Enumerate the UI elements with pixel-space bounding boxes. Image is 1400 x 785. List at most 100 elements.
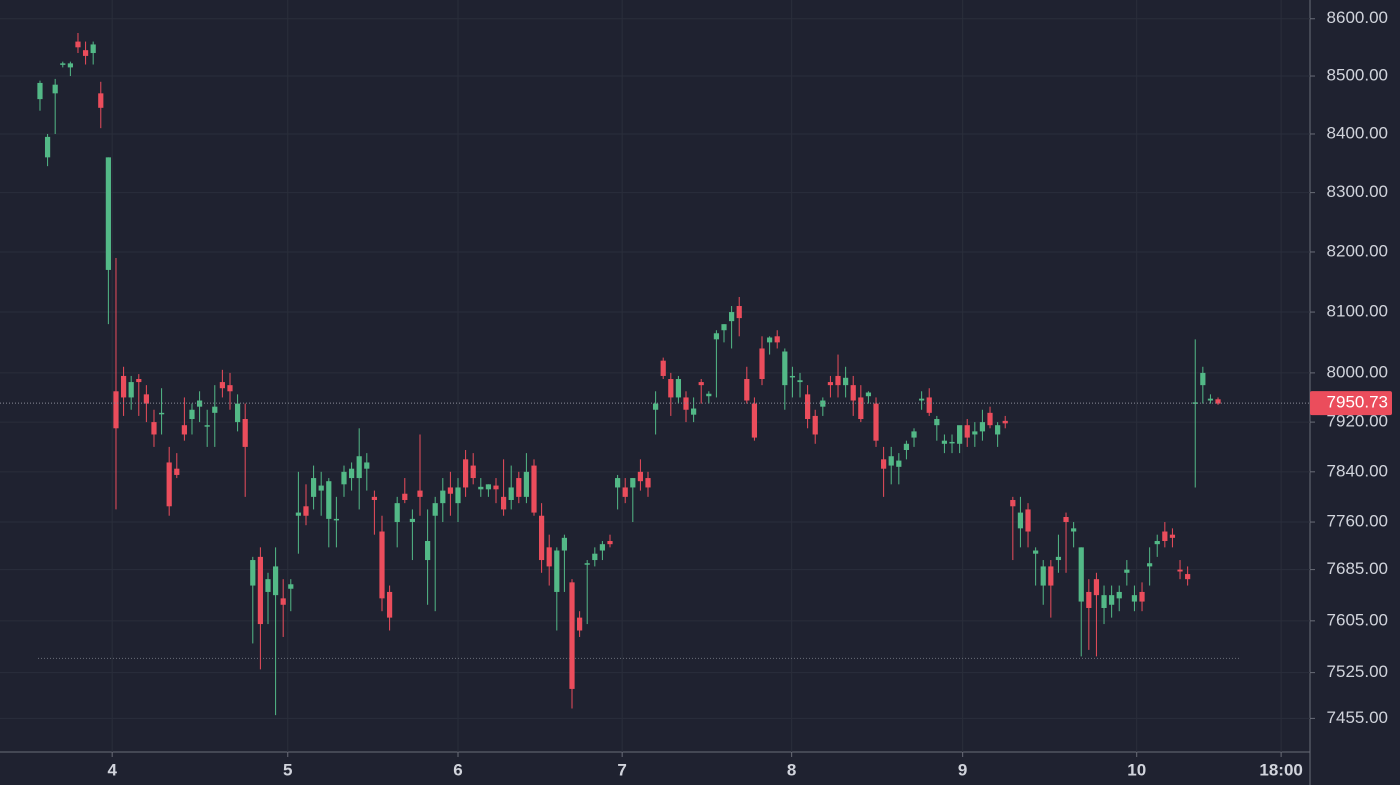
candle-body — [850, 385, 856, 401]
candle-body — [759, 348, 765, 380]
candle-body — [166, 462, 172, 507]
candle-body — [622, 487, 628, 497]
candle-body — [949, 441, 955, 444]
candle-body — [105, 157, 111, 270]
candle-body — [1162, 531, 1168, 542]
candle-body — [288, 584, 294, 589]
candle-body — [675, 379, 682, 398]
candle-body — [417, 490, 423, 497]
candle-body — [1207, 398, 1214, 401]
candle-body — [371, 496, 377, 501]
candle-body — [440, 490, 446, 504]
candle-body — [729, 312, 735, 322]
x-tick-label: 18:00 — [1259, 760, 1302, 779]
candle-body — [1055, 556, 1062, 561]
y-tick-label: 8300.00 — [1327, 182, 1388, 201]
x-tick-label: 4 — [107, 760, 117, 779]
candle-body — [151, 422, 157, 435]
candle-body — [957, 425, 963, 444]
candle-body — [751, 403, 758, 438]
candle-body — [356, 456, 362, 479]
last-price-box — [1310, 391, 1392, 416]
y-tick-label: 7605.00 — [1327, 610, 1388, 629]
candle-body — [979, 422, 986, 432]
candle-body — [1116, 591, 1122, 599]
candle-body — [995, 425, 1001, 435]
candle-body — [67, 63, 73, 68]
y-tick-label: 8200.00 — [1327, 241, 1388, 260]
y-tick-label: 7685.00 — [1327, 559, 1388, 578]
candle-body — [113, 391, 119, 429]
y-tick-label: 7920.00 — [1327, 412, 1388, 431]
candle-body — [379, 531, 385, 599]
candle-body — [1124, 569, 1130, 573]
candle-body — [402, 493, 408, 501]
candle-body — [75, 41, 81, 48]
x-tick-label: 10 — [1127, 760, 1146, 779]
candle-body — [424, 541, 431, 561]
candle-body — [257, 556, 263, 625]
candle-body — [1010, 500, 1016, 507]
candle-body — [941, 440, 948, 444]
candle-body — [90, 44, 96, 54]
candle-body — [645, 478, 651, 488]
candle-body — [462, 459, 469, 488]
candle-body — [204, 425, 210, 427]
y-tick-label: 8500.00 — [1327, 66, 1388, 85]
candle-body — [120, 375, 127, 398]
candle-body — [789, 375, 796, 378]
candle-body — [485, 484, 491, 490]
candle-body — [82, 50, 89, 56]
x-tick-label: 7 — [617, 760, 626, 779]
candle-body — [1101, 595, 1107, 608]
candle-body — [227, 385, 233, 392]
candle-body — [143, 394, 149, 404]
candle-body — [1063, 516, 1069, 523]
candle-body — [432, 503, 438, 516]
candle-body — [865, 392, 872, 397]
candle-body — [212, 406, 218, 413]
candle-body — [181, 425, 187, 435]
y-tick-label: 8400.00 — [1327, 123, 1388, 142]
candle-body — [888, 456, 894, 466]
candle-body — [827, 382, 834, 386]
candle-body — [303, 506, 309, 516]
candle-body — [919, 398, 925, 401]
candle-body — [333, 518, 339, 521]
last-price-label: 7950.73 — [1327, 393, 1388, 412]
candle-body — [136, 379, 142, 383]
candle-body — [736, 306, 742, 319]
candle-body — [873, 403, 879, 441]
candle-body — [1139, 591, 1145, 602]
candle-body — [698, 382, 704, 386]
candle-body — [1154, 541, 1160, 545]
candle-body — [926, 397, 932, 413]
candle-body — [234, 403, 241, 423]
y-tick-label: 7760.00 — [1327, 512, 1388, 531]
candle-body — [1192, 402, 1198, 404]
candle-body — [1147, 563, 1153, 567]
candle-body — [630, 478, 636, 488]
candle-body — [60, 63, 66, 65]
x-tick-label: 8 — [787, 760, 796, 779]
candle-body — [219, 382, 225, 389]
candle-body — [1200, 372, 1206, 386]
candle-body — [1215, 399, 1221, 404]
y-tick-label: 8600.00 — [1327, 8, 1388, 27]
candle-body — [52, 84, 58, 94]
candle-body — [592, 553, 598, 561]
candle-body — [1033, 550, 1039, 554]
candle-body — [1017, 512, 1024, 529]
candle-body — [721, 324, 727, 331]
candle-body — [774, 336, 780, 343]
x-tick-label: 9 — [958, 760, 967, 779]
candle-body — [539, 515, 545, 561]
candle-body — [341, 471, 347, 485]
candle-body — [98, 93, 104, 108]
candle-body — [1169, 534, 1176, 538]
candle-body — [1109, 595, 1115, 605]
candle-body — [348, 468, 355, 479]
candle-body — [531, 465, 537, 513]
candle-body — [470, 465, 476, 479]
